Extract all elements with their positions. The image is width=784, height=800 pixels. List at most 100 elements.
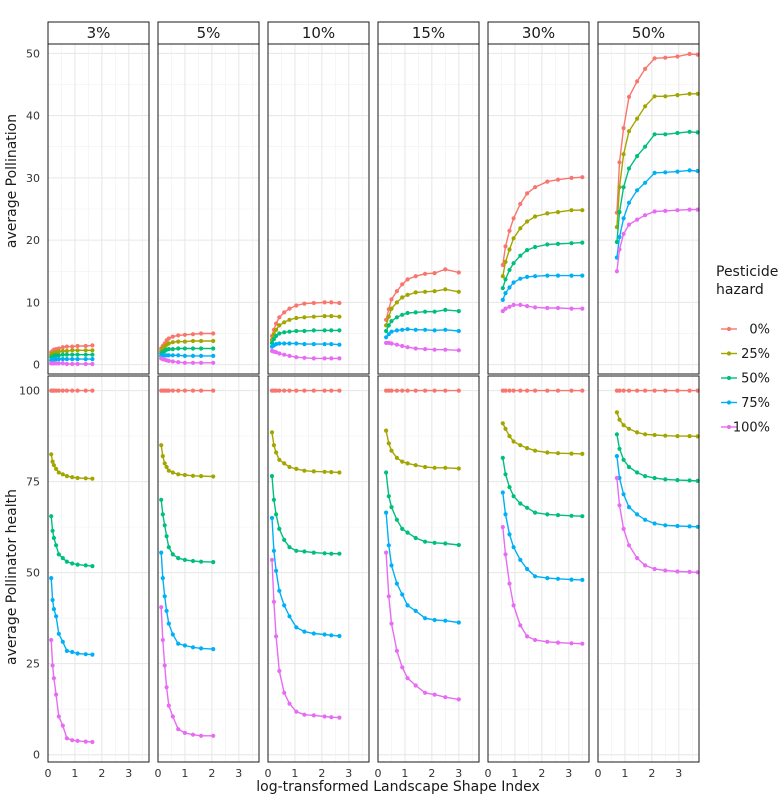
data-point	[50, 459, 55, 464]
data-point	[51, 463, 57, 468]
data-point	[302, 355, 307, 360]
data-point	[311, 713, 316, 718]
data-point	[507, 388, 512, 393]
data-point	[555, 576, 561, 581]
data-point	[277, 668, 282, 674]
data-point	[555, 640, 561, 645]
data-point	[617, 417, 622, 422]
data-point	[569, 175, 574, 180]
data-point	[511, 603, 516, 608]
data-point	[555, 273, 561, 278]
data-point	[503, 552, 508, 557]
data-point	[569, 641, 574, 646]
data-point	[274, 333, 279, 339]
data-point	[652, 132, 657, 137]
data-point	[337, 470, 342, 475]
data-point	[170, 353, 175, 358]
data-point	[311, 314, 316, 319]
data-point	[580, 641, 585, 646]
data-point	[311, 469, 316, 474]
data-point	[503, 388, 508, 393]
panel-frame	[157, 375, 260, 763]
data-point	[274, 568, 279, 573]
data-point	[182, 346, 187, 351]
data-point	[287, 341, 292, 346]
data-point	[580, 514, 585, 519]
x-tick-label: 0	[375, 767, 382, 780]
data-point	[423, 271, 428, 276]
data-point	[663, 477, 668, 482]
data-point	[626, 222, 632, 227]
data-point	[199, 559, 204, 564]
data-point	[282, 603, 287, 608]
data-point	[211, 474, 216, 479]
series-line-100pct	[271, 559, 340, 719]
data-point	[274, 512, 279, 517]
data-point	[507, 228, 512, 233]
data-point	[569, 306, 574, 311]
data-point	[456, 270, 461, 275]
data-point	[282, 461, 287, 466]
data-point	[511, 545, 516, 550]
data-point	[329, 715, 334, 720]
data-point	[635, 217, 640, 222]
data-point	[329, 342, 334, 347]
data-point	[64, 361, 69, 367]
data-point	[500, 262, 505, 268]
data-point	[294, 709, 299, 714]
data-point	[443, 347, 448, 352]
data-point	[405, 461, 410, 466]
data-point	[162, 461, 167, 466]
data-point	[394, 517, 399, 522]
data-point	[500, 286, 505, 291]
data-point	[211, 331, 216, 336]
data-point	[56, 470, 61, 475]
data-point	[569, 273, 574, 278]
data-point	[643, 474, 648, 479]
data-point	[75, 475, 80, 481]
data-point	[322, 714, 327, 719]
data-point	[621, 216, 626, 221]
data-point	[400, 665, 405, 670]
data-point	[329, 356, 334, 361]
series-line-25pct	[50, 454, 93, 480]
data-point	[274, 327, 279, 332]
data-point	[287, 306, 292, 311]
data-point	[302, 328, 307, 334]
data-point	[166, 703, 171, 708]
data-point	[525, 219, 530, 224]
data-point	[274, 388, 279, 393]
data-point	[329, 551, 334, 556]
legend-key-point	[726, 400, 732, 405]
data-point	[190, 558, 196, 564]
data-point	[302, 315, 307, 320]
data-point	[64, 344, 69, 349]
series-line-25pct	[385, 288, 459, 326]
data-point	[503, 244, 508, 249]
y-tick-label: 50	[26, 567, 40, 580]
legend-title-line2: hazard	[716, 282, 764, 298]
data-point	[302, 301, 307, 306]
series-line-50pct	[271, 476, 340, 555]
data-point	[90, 388, 95, 393]
data-point	[525, 388, 530, 393]
series-line-50pct	[160, 499, 214, 563]
data-point	[405, 530, 410, 535]
data-point	[518, 226, 523, 231]
x-tick-label: 2	[98, 767, 105, 780]
data-point	[294, 355, 299, 360]
data-point	[162, 594, 167, 599]
data-point	[507, 247, 512, 252]
data-point	[271, 548, 276, 553]
data-point	[400, 327, 405, 332]
data-point	[687, 478, 692, 483]
data-point	[511, 388, 516, 393]
data-point	[322, 314, 327, 319]
data-point	[176, 472, 181, 477]
legend-key-point	[726, 424, 732, 430]
data-point	[687, 434, 692, 439]
data-point	[675, 523, 680, 529]
data-point	[60, 357, 65, 362]
data-point	[282, 537, 287, 543]
data-point	[199, 474, 204, 479]
